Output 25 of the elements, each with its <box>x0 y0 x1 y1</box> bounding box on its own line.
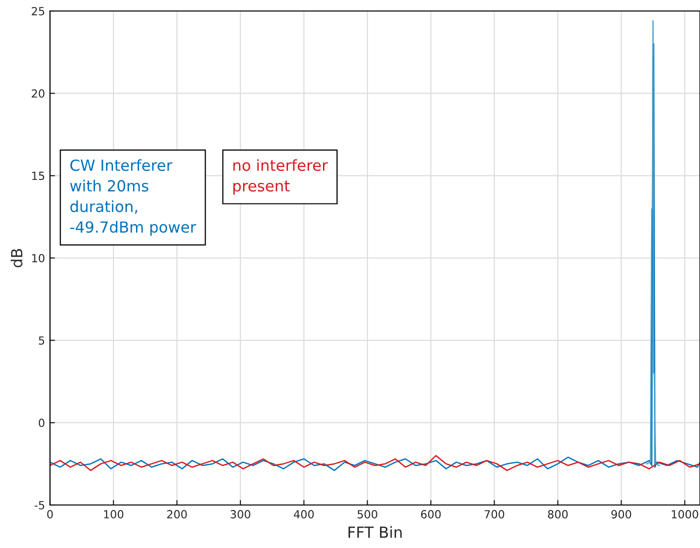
y-tick-label: -5 <box>34 501 44 510</box>
x-axis-title: FFT Bin <box>348 526 402 538</box>
line-series <box>50 454 700 472</box>
x-tick-label: 700 <box>484 510 504 518</box>
line-series <box>646 20 660 466</box>
x-tick-label: 600 <box>421 510 441 518</box>
y-tick-label: 0 <box>38 418 44 428</box>
y-tick-label: 15 <box>32 172 44 180</box>
y-axis-title: dB <box>10 248 22 268</box>
x-tick-label: 100 <box>104 510 124 518</box>
y-tick-label: 20 <box>32 89 44 98</box>
x-tick-label: 1000 <box>672 510 698 518</box>
y-tick-label: 10 <box>32 254 44 262</box>
x-tick-label: 800 <box>548 510 568 518</box>
y-tick-label: 25 <box>32 6 44 16</box>
x-tick-label: 500 <box>358 510 378 518</box>
x-tick-label: 200 <box>167 510 187 518</box>
x-tick-label: 900 <box>611 510 632 518</box>
x-tick-label: 0 <box>47 510 53 518</box>
x-tick-label: 400 <box>294 510 314 518</box>
line-series <box>50 43 700 472</box>
annotation: CW Interferer with 20ms duration, -49.7dBm power <box>70 159 196 236</box>
x-tick-label: 300 <box>230 510 250 518</box>
y-tick-label: 5 <box>38 336 44 345</box>
annotation: no interferer present <box>233 159 328 195</box>
